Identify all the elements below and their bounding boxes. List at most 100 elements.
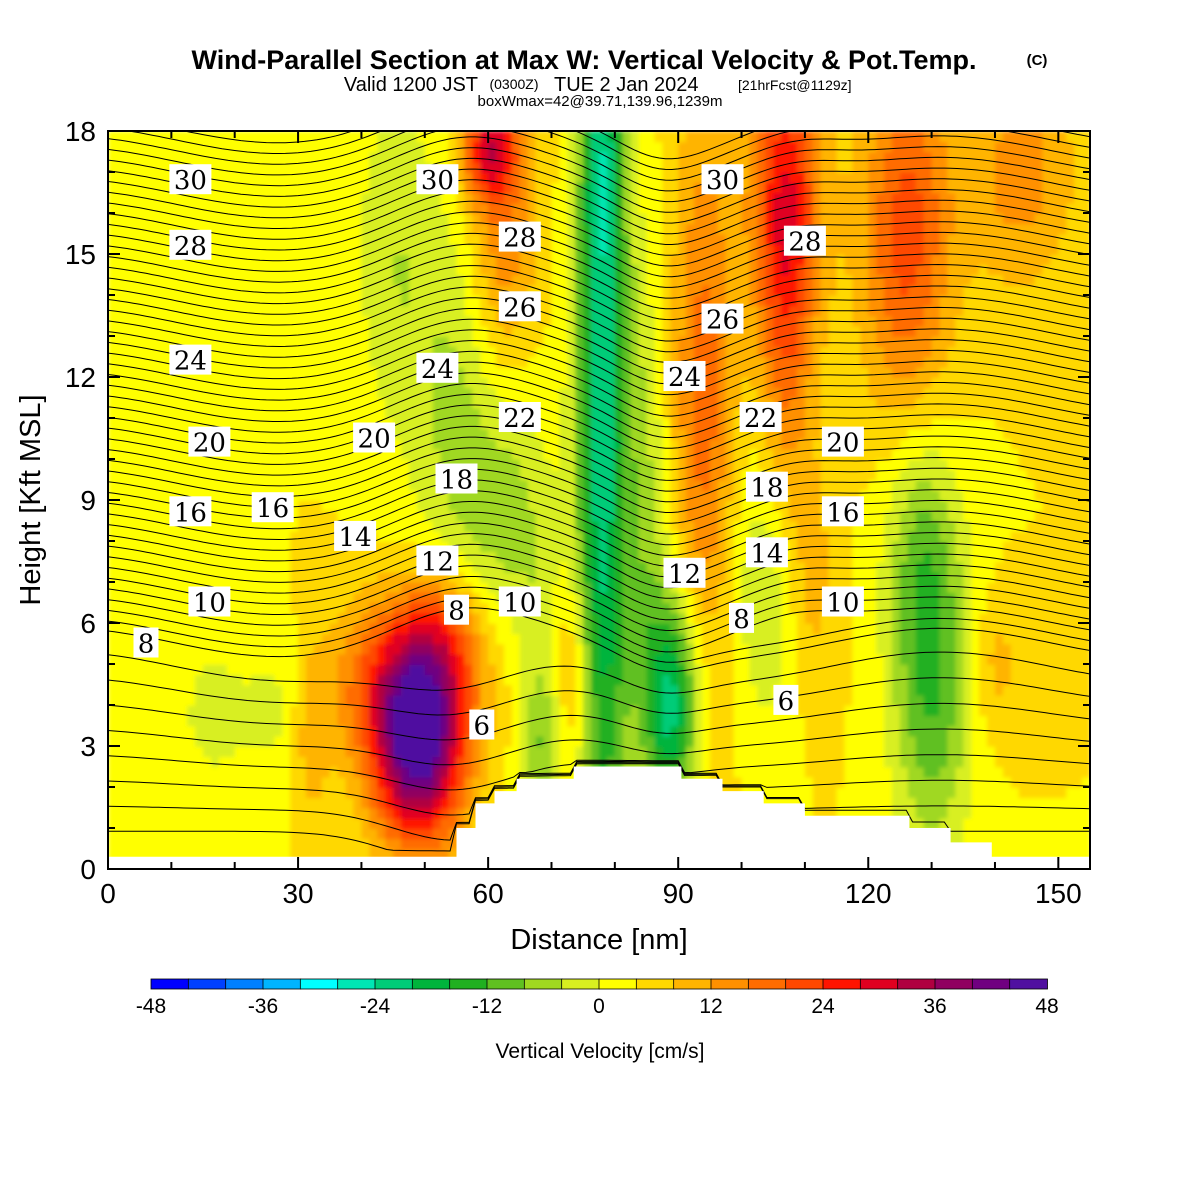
velocity-cell [654,674,664,686]
velocity-cell [630,274,640,286]
velocity-cell [258,274,268,286]
velocity-cell [155,428,165,440]
velocity-cell [179,623,188,635]
velocity-cell [503,356,513,368]
velocity-cell [226,520,236,532]
velocity-cell [416,213,426,225]
velocity-cell [115,223,125,235]
velocity-cell [361,787,371,799]
velocity-cell [464,735,474,747]
velocity-cell [591,233,600,245]
velocity-cell [369,295,379,307]
velocity-cell [250,541,260,553]
velocity-cell [242,602,252,614]
velocity-cell [622,192,632,204]
velocity-cell [147,674,157,686]
velocity-cell [551,756,561,768]
velocity-cell [131,787,141,799]
velocity-cell [179,530,188,542]
velocity-cell [551,746,561,758]
velocity-cell [139,274,149,286]
velocity-cell [480,192,489,204]
velocity-cell [195,735,204,747]
velocity-cell [171,725,181,737]
velocity-cell [139,694,149,706]
velocity-cell [313,633,323,645]
velocity-cell [440,797,450,809]
velocity-cell [337,592,347,604]
velocity-cell [377,233,386,245]
velocity-cell [108,807,117,819]
velocity-cell [424,674,434,686]
velocity-cell [630,213,640,225]
velocity-cell [210,254,220,266]
velocity-cell [416,664,426,676]
velocity-cell [456,325,466,337]
velocity-cell [226,233,236,245]
velocity-cell [606,192,616,204]
velocity-cell [298,571,307,583]
velocity-cell [488,438,497,450]
velocity-cell [353,161,363,173]
velocity-cell [599,346,608,358]
velocity-cell [527,192,537,204]
velocity-cell [203,715,212,727]
velocity-cell [424,520,434,532]
velocity-cell [305,438,315,450]
velocity-cell [282,725,291,737]
velocity-cell [155,336,165,348]
velocity-cell [377,756,386,768]
velocity-cell [622,520,632,532]
velocity-cell [353,489,363,501]
velocity-cell [606,510,616,522]
velocity-cell [622,407,632,419]
velocity-cell [464,787,474,799]
velocity-cell [583,664,592,676]
velocity-cell [305,315,315,327]
velocity-cell [480,213,489,225]
velocity-cell [321,182,331,194]
velocity-cell [305,489,315,501]
velocity-cell [575,623,584,635]
velocity-cell [488,746,497,758]
velocity-cell [543,141,553,153]
velocity-cell [630,192,640,204]
velocity-cell [147,202,157,214]
velocity-cell [361,612,371,624]
velocity-cell [377,510,386,522]
velocity-cell [480,243,489,255]
velocity-cell [614,202,624,214]
velocity-cell [139,315,149,327]
velocity-cell [147,664,157,676]
velocity-cell [250,202,260,214]
velocity-cell [599,653,608,665]
velocity-cell [282,213,291,225]
velocity-cell [440,756,450,768]
velocity-cell [274,254,284,266]
velocity-cell [163,828,173,840]
velocity-cell [638,684,648,696]
velocity-cell [369,366,379,378]
velocity-cell [108,161,117,173]
velocity-cell [401,602,410,614]
velocity-cell [543,561,553,573]
velocity-cell [274,787,284,799]
velocity-cell [179,274,188,286]
velocity-cell [361,489,371,501]
velocity-cell [266,776,276,788]
velocity-cell [258,807,268,819]
velocity-cell [480,551,489,563]
velocity-cell [440,233,450,245]
velocity-cell [567,489,577,501]
velocity-cell [266,838,276,850]
velocity-cell [599,643,608,655]
velocity-cell [210,182,220,194]
velocity-cell [448,387,458,399]
velocity-cell [139,848,149,860]
velocity-cell [591,264,600,276]
velocity-cell [171,582,181,594]
velocity-cell [519,366,529,378]
velocity-cell [464,172,474,184]
velocity-cell [187,848,196,860]
velocity-cell [282,612,291,624]
